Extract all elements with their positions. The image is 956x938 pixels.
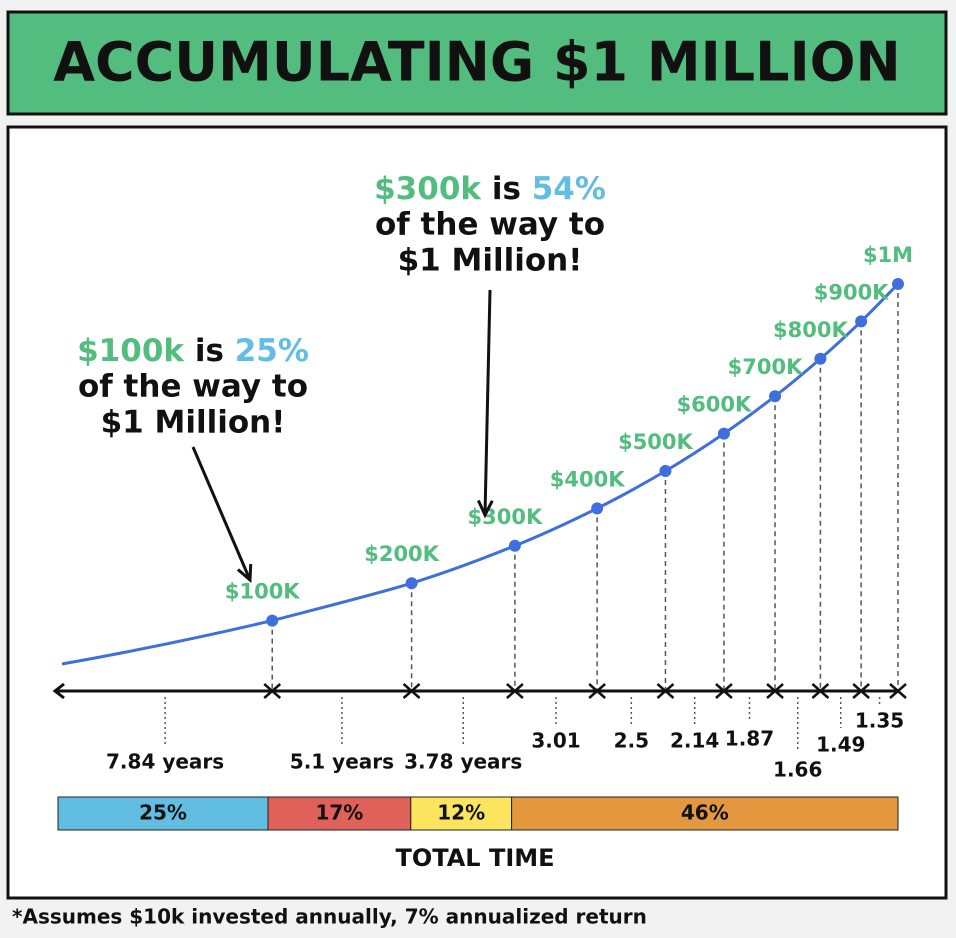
point-label: $400K — [550, 467, 625, 491]
chart: $100K $200K $300K $400K $500K $600K $700K $800K… — [52, 171, 913, 872]
point-label: $700K — [728, 355, 803, 379]
point — [717, 427, 730, 440]
interval-label: 3.01 — [531, 729, 580, 753]
share-label: 12% — [437, 801, 485, 825]
interval-label: 1.66 — [773, 758, 822, 782]
annotation-arrowhead — [476, 499, 494, 519]
annotation-line: of the way to — [78, 369, 308, 405]
footnote: *Assumes $10k invested annually, 7% annu… — [12, 905, 647, 929]
title: ACCUMULATING $1 MILLION — [53, 31, 901, 94]
point — [855, 315, 868, 328]
point-label: $500K — [618, 430, 693, 454]
axis-arrow — [766, 683, 784, 699]
title-box — [6, 10, 948, 116]
share-segment — [57, 796, 269, 831]
interval-label: 1.87 — [725, 727, 774, 751]
point — [266, 614, 279, 627]
point-label: $200K — [364, 542, 439, 566]
shares-title: TOTAL TIME — [395, 844, 554, 872]
annotation-is: is — [195, 333, 224, 369]
annotation-is: is — [492, 171, 521, 207]
annotation-arrow — [191, 446, 252, 581]
point — [508, 539, 521, 552]
axis-arrow — [52, 682, 65, 700]
point — [591, 502, 604, 515]
axis-arrow — [263, 683, 282, 699]
annotation-line: $100k is 25% — [77, 333, 309, 369]
interval-label: 1.35 — [855, 709, 904, 733]
interval-label: 5.1 years — [290, 750, 394, 774]
annotation-line: $300k is 54% — [374, 171, 606, 207]
share-segment — [511, 796, 899, 831]
point-label: $300K — [468, 505, 543, 529]
curve-lead — [61, 619, 273, 666]
annotation-arrow — [483, 289, 492, 516]
axis-arrow — [588, 683, 606, 699]
axis-arrow — [506, 683, 524, 699]
point-label: $600K — [677, 393, 752, 417]
point — [892, 278, 904, 290]
annotation-line: $1 Million! — [101, 405, 286, 441]
share-label: 25% — [139, 801, 187, 825]
share-segment — [410, 796, 513, 831]
axis-arrow — [889, 683, 907, 699]
annotation-line: $1 Million! — [398, 243, 583, 279]
annotation-arrowhead — [236, 563, 253, 584]
interval-label: 7.84 years — [106, 750, 224, 774]
point — [769, 390, 782, 403]
axis-arrow — [656, 683, 675, 699]
axis-arrow — [811, 683, 830, 699]
point-label: $900K — [814, 280, 889, 304]
interval-label: 2.5 — [614, 729, 649, 753]
interval-label: 2.14 — [670, 729, 719, 753]
point — [814, 352, 827, 365]
share-label: 17% — [315, 801, 363, 825]
annotation-amount: $100k — [77, 333, 185, 369]
axis-arrow — [852, 683, 870, 699]
share-label: 46% — [681, 801, 729, 825]
annotation-share: 54% — [532, 171, 606, 207]
axis-arrow — [715, 683, 733, 699]
chart-box — [6, 125, 948, 900]
annotation-amount: $300k — [374, 171, 482, 207]
point-label: $100K — [225, 580, 300, 604]
interval-label: 3.78 years — [404, 750, 522, 774]
annotation-share: 25% — [235, 333, 309, 369]
interval-label: 1.49 — [816, 733, 865, 757]
annotation-line: of the way to — [375, 207, 605, 243]
point-label: $1M — [863, 243, 913, 267]
point — [659, 465, 672, 477]
axis-arrow — [402, 683, 421, 699]
point-label: $800K — [773, 318, 848, 342]
point — [405, 577, 418, 590]
